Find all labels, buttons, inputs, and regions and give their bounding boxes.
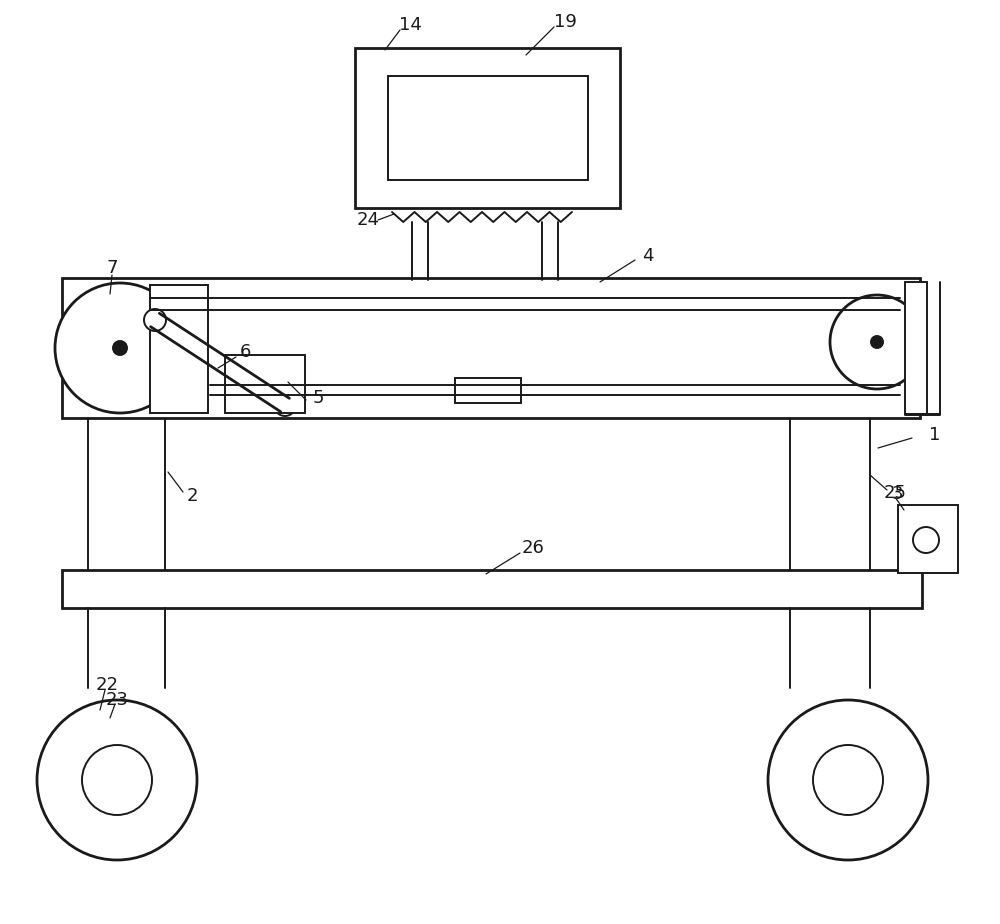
Bar [905, 282, 927, 414]
Text: 3: 3 [891, 485, 903, 503]
Circle shape [830, 295, 924, 389]
Text: 6: 6 [239, 343, 251, 361]
Circle shape [37, 700, 197, 860]
Bar [898, 505, 958, 573]
Bar [355, 48, 620, 208]
Bar [150, 285, 208, 413]
Text: 19: 19 [554, 13, 576, 31]
Circle shape [871, 336, 883, 348]
Bar [455, 378, 521, 403]
Text: 7: 7 [106, 259, 118, 277]
Circle shape [113, 341, 127, 355]
Text: 24: 24 [356, 211, 380, 229]
Circle shape [813, 745, 883, 815]
Bar [225, 355, 305, 413]
Text: 5: 5 [312, 389, 324, 407]
Circle shape [274, 394, 296, 416]
Text: 2: 2 [186, 487, 198, 505]
Text: 25: 25 [884, 484, 906, 502]
Bar [388, 76, 588, 180]
Text: 1: 1 [929, 426, 941, 444]
Bar [62, 570, 922, 608]
Text: 22: 22 [96, 676, 119, 694]
Circle shape [913, 527, 939, 553]
Text: 23: 23 [106, 691, 128, 709]
Text: 26: 26 [522, 539, 544, 557]
Text: 4: 4 [642, 247, 654, 265]
Circle shape [144, 309, 166, 331]
Circle shape [55, 283, 185, 413]
Circle shape [768, 700, 928, 860]
Text: 14: 14 [399, 16, 421, 34]
Bar [62, 278, 920, 418]
Circle shape [82, 745, 152, 815]
